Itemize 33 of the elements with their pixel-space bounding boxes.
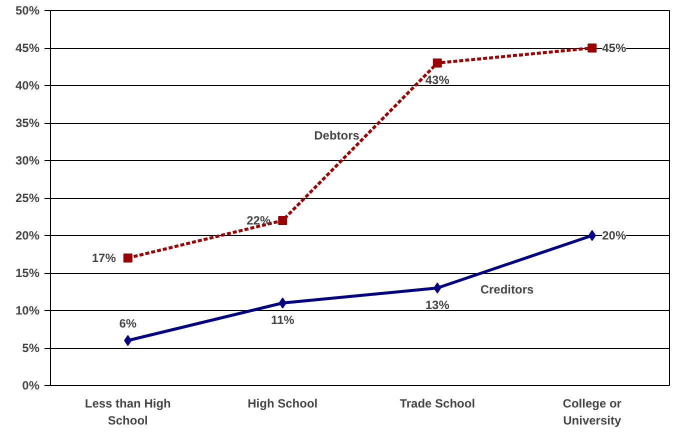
data-label: 45%: [602, 41, 626, 55]
y-tick-label: 50%: [15, 4, 40, 18]
x-tick-label: Trade School: [400, 396, 476, 410]
point: [588, 44, 597, 52]
y-tick-label: 5%: [22, 341, 40, 355]
y-tick-label: 20%: [15, 228, 40, 242]
point: [434, 282, 442, 294]
point: [123, 254, 132, 262]
point: [278, 216, 288, 225]
y-tick-label: 45%: [15, 41, 40, 55]
point: [588, 230, 596, 241]
point: [432, 58, 442, 68]
data-label: 20%: [602, 228, 626, 242]
y-tick-label: 0%: [22, 378, 40, 392]
series-label: Creditors: [480, 282, 534, 296]
x-tick-label: High School: [248, 396, 318, 410]
point: [278, 298, 286, 308]
data-label: 43%: [425, 73, 450, 87]
data-label: 13%: [425, 298, 450, 312]
data-label: 11%: [270, 313, 295, 327]
data-label: 22%: [246, 214, 271, 228]
data-label: 6%: [119, 316, 137, 330]
x-tick-label: Less than High School: [84, 396, 171, 428]
y-tick-label: 15%: [15, 266, 40, 280]
y-tick-label: 25%: [15, 191, 40, 205]
series-label: Debtors: [314, 128, 360, 142]
data-label: 17%: [92, 251, 116, 265]
y-tick-label: 30%: [15, 154, 40, 168]
y-tick-label: 35%: [15, 116, 40, 130]
x-tick-label: College or University: [562, 396, 622, 428]
y-tick-label: 40%: [15, 78, 40, 92]
y-tick-label: 10%: [15, 304, 40, 318]
point: [124, 335, 132, 346]
